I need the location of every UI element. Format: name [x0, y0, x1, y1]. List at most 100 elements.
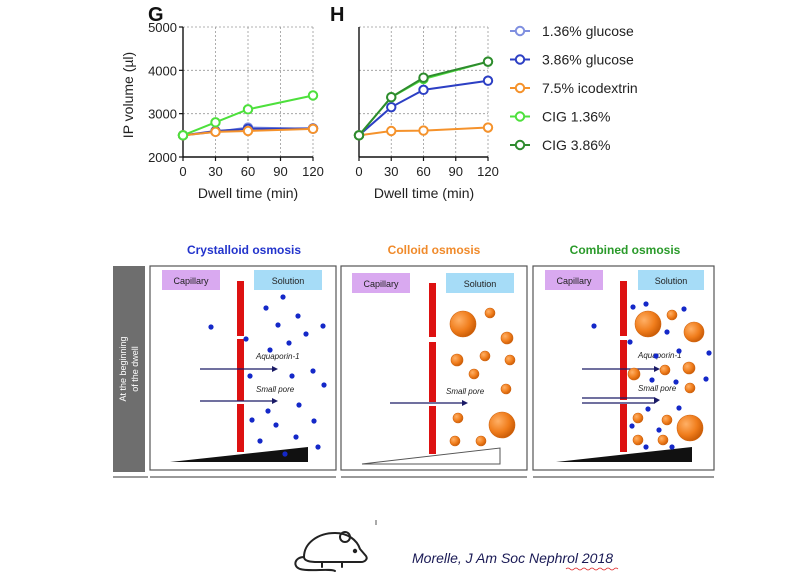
membrane-segment: [429, 342, 436, 402]
small-pore-label: Small pore: [446, 387, 485, 396]
legend-marker: [514, 111, 526, 122]
small-pore-arrowhead: [462, 400, 468, 406]
data-point: [242, 125, 254, 137]
legend-marker: [514, 82, 526, 94]
y-tick-label: 5000: [148, 20, 177, 35]
data-point: [177, 130, 189, 141]
capillary-box: [162, 270, 220, 290]
x-tick-label: 90: [273, 164, 287, 179]
diagram-title-colloid: Colloid osmosis: [388, 243, 481, 257]
solution-box: [446, 273, 514, 293]
osmosis-diagram: At the beginning of the dwell Crystalloi…: [113, 243, 715, 478]
y-tick-label: 4000: [148, 63, 177, 78]
x-tick-label: 30: [384, 164, 398, 179]
solution-label: Solution: [655, 276, 688, 286]
small-pore-label: Small pore: [256, 385, 295, 394]
membrane-segment: [237, 404, 244, 452]
y-tick-label: 3000: [148, 107, 177, 122]
legend: 1.36% glucose 3.86% glucose 7.5% icodextri…: [510, 23, 638, 153]
legend-marker: [514, 54, 526, 65]
legend-marker: [514, 139, 526, 151]
chart-g-ylabel: IP volume (µl): [120, 52, 136, 138]
data-point: [307, 90, 319, 101]
data-point: [482, 122, 494, 133]
gradient-wedge: [556, 447, 692, 462]
membrane-segment: [237, 281, 244, 336]
legend-label: 1.36% glucose: [542, 23, 634, 39]
membrane-segment: [620, 404, 627, 452]
membrane-segment: [620, 340, 627, 400]
small-pore-label: Small pore: [638, 384, 677, 393]
data-point: [386, 125, 397, 137]
series-line: [358, 79, 489, 137]
side-label-bar: [113, 266, 145, 472]
data-point: [418, 72, 429, 83]
y-tick-label: 2000: [148, 150, 177, 165]
membrane-segment: [620, 281, 627, 336]
x-tick-label: 60: [241, 164, 255, 179]
x-tick-label: 0: [179, 164, 186, 179]
data-point: [307, 123, 319, 135]
solution-label: Solution: [272, 276, 305, 286]
diagram-title-crystalloid: Crystalloid osmosis: [187, 243, 301, 257]
legend-label: 7.5% icodextrin: [542, 80, 638, 96]
x-tick-label: 30: [208, 164, 222, 179]
small-pore-arrowhead: [272, 398, 278, 404]
icodextrin-molecules: [627, 309, 705, 446]
panel-letter-g: G: [148, 4, 164, 26]
x-tick-label: 120: [477, 164, 499, 179]
data-point: [210, 117, 221, 128]
capillary-label: Capillary: [556, 276, 592, 286]
icodextrin-molecules: [449, 307, 516, 447]
series-line: [182, 127, 314, 137]
chart-h: Dwell time (min) 0 30 60 90 120: [353, 26, 499, 201]
capillary-label: Capillary: [363, 279, 399, 289]
small-pore-arrowhead: [654, 397, 660, 404]
aquaporin-arrowhead: [654, 366, 660, 372]
x-tick-label: 120: [302, 164, 324, 179]
data-point: [386, 92, 397, 103]
citation: Morelle, J Am Soc Nephrol 2018: [412, 550, 613, 566]
side-label-line1: At the beginning: [118, 336, 128, 401]
x-tick-label: 0: [355, 164, 362, 179]
spellcheck-underline: [565, 567, 619, 571]
aquaporin-arrowhead: [272, 366, 278, 372]
solution-box: [638, 270, 704, 290]
data-point: [418, 125, 429, 136]
gradient-wedge: [170, 447, 308, 462]
legend-marker: [514, 25, 526, 37]
panel-letter-h: H: [330, 4, 344, 26]
data-point: [242, 104, 254, 115]
data-point: [418, 84, 429, 96]
chart-g-xlabel: Dwell time (min): [198, 185, 298, 201]
aquaporin-label: Aquaporin-1: [637, 351, 682, 360]
diagram-panel-crystalloid: Capillary Solution Aquaporin-1 Small por…: [149, 265, 337, 478]
solution-label: Solution: [464, 279, 497, 289]
capillary-box: [352, 273, 410, 293]
solution-box: [254, 270, 322, 290]
series-line: [182, 94, 314, 137]
series-line: [358, 60, 489, 136]
chart-g: IP volume (µl) Dwell time (min) 0 30 60 90 1…: [120, 20, 324, 201]
x-tick-label: 60: [416, 164, 430, 179]
side-label-line2: of the dwell: [130, 346, 140, 392]
membrane-segment: [429, 283, 436, 337]
series-line: [358, 126, 489, 137]
capillary-label: Capillary: [173, 276, 209, 286]
capillary-box: [545, 270, 603, 290]
data-point: [386, 101, 397, 113]
chart-h-xlabel: Dwell time (min): [374, 185, 474, 201]
x-tick-label: 90: [449, 164, 463, 179]
data-point: [482, 56, 494, 67]
data-point: [353, 130, 365, 141]
gradient-wedge: [361, 447, 501, 465]
mouse-icon: [294, 531, 368, 572]
diagram-panel-combined: Capillary Solution Aquaporin-1 Small por…: [532, 265, 715, 478]
data-point: [482, 75, 494, 86]
glucose-molecules: [591, 301, 712, 450]
membrane-segment: [429, 406, 436, 454]
membrane-segment: [237, 339, 244, 401]
diagram-panel-colloid: Capillary Solution Small pore: [340, 265, 528, 478]
glucose-molecules: [208, 294, 327, 457]
